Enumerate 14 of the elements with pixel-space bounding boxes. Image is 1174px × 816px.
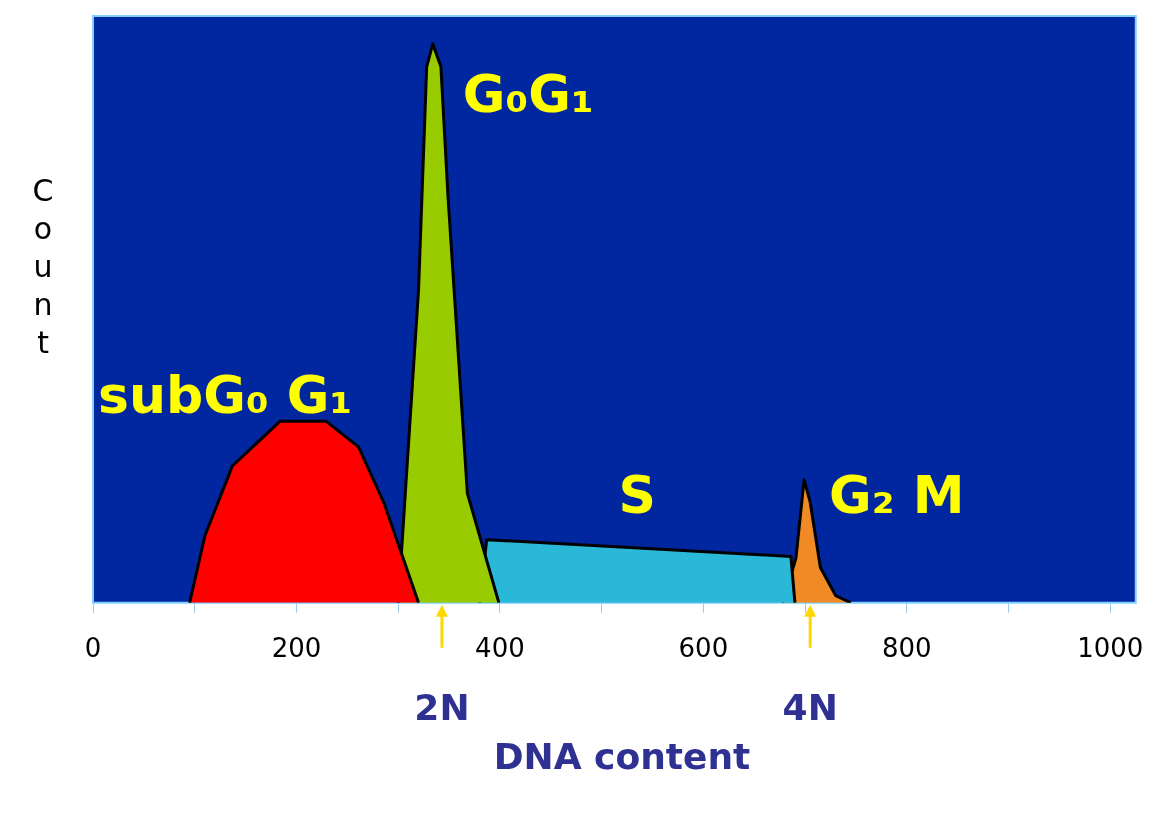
x-tick-label: 400 [475,633,525,664]
series-label: S [618,465,656,526]
x-tick-label: 800 [882,633,932,664]
x-axis-title: DNA content [493,736,751,778]
series-label: G₀G₁ [462,64,594,125]
annotation: 4N [782,687,838,729]
series-label: G₂ M [829,465,965,526]
x-tick-label: 600 [678,633,729,664]
x-tick-label: 0 [84,633,102,664]
series-label: subG₀ G₁ [98,364,353,425]
x-tick-label: 1000 [1077,633,1144,664]
y-axis-title: Count [32,173,54,361]
annotation: 2N [414,687,470,729]
x-tick-label: 200 [271,633,322,664]
